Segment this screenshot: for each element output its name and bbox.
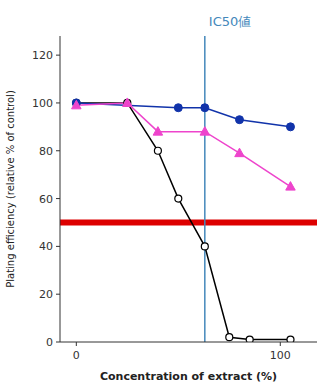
data-point — [235, 116, 243, 124]
chart: 0 20 40 60 80 100 120 0 100 Concentration of extr… — [0, 0, 331, 390]
data-point — [286, 123, 294, 131]
tick — [56, 198, 60, 199]
data-point — [154, 147, 161, 154]
tick — [56, 294, 60, 295]
tick-label: 0 — [46, 336, 53, 349]
data-point — [174, 104, 182, 112]
data-point — [226, 334, 233, 341]
data-point — [287, 336, 294, 342]
y-axis — [60, 36, 61, 342]
series-line — [76, 103, 290, 127]
tick-label: 0 — [73, 349, 80, 362]
series-line — [76, 103, 290, 187]
tick-label: 100 — [32, 97, 53, 110]
tick-label: 80 — [39, 145, 53, 158]
data-point — [153, 127, 163, 136]
tick-label: 40 — [39, 240, 53, 253]
data-point — [72, 100, 82, 109]
tick — [56, 150, 60, 151]
tick — [56, 246, 60, 247]
data-point — [201, 104, 209, 112]
reference-line — [60, 219, 317, 225]
data-point — [175, 195, 182, 202]
tick — [280, 342, 281, 346]
tick-label: 60 — [39, 193, 53, 206]
tick — [76, 342, 77, 346]
tick — [56, 342, 60, 343]
title: IC50値 — [209, 14, 251, 29]
data-point — [201, 243, 208, 250]
tick-label: 100 — [270, 349, 291, 362]
axis-label: Plating efficiency (relative % of contro… — [5, 90, 16, 288]
data-point — [123, 98, 133, 107]
data-point — [200, 127, 210, 136]
data-point — [246, 336, 253, 342]
reference-line — [204, 36, 206, 342]
tick — [56, 55, 60, 56]
tick — [56, 102, 60, 103]
x-axis — [60, 342, 317, 343]
data-point — [235, 148, 245, 157]
tick-label: 20 — [39, 288, 53, 301]
plot-area — [60, 36, 317, 342]
data-point — [286, 182, 296, 191]
tick-label: 120 — [32, 49, 53, 62]
series-line — [76, 103, 290, 340]
axis-label: Concentration of extract (%) — [100, 370, 277, 383]
